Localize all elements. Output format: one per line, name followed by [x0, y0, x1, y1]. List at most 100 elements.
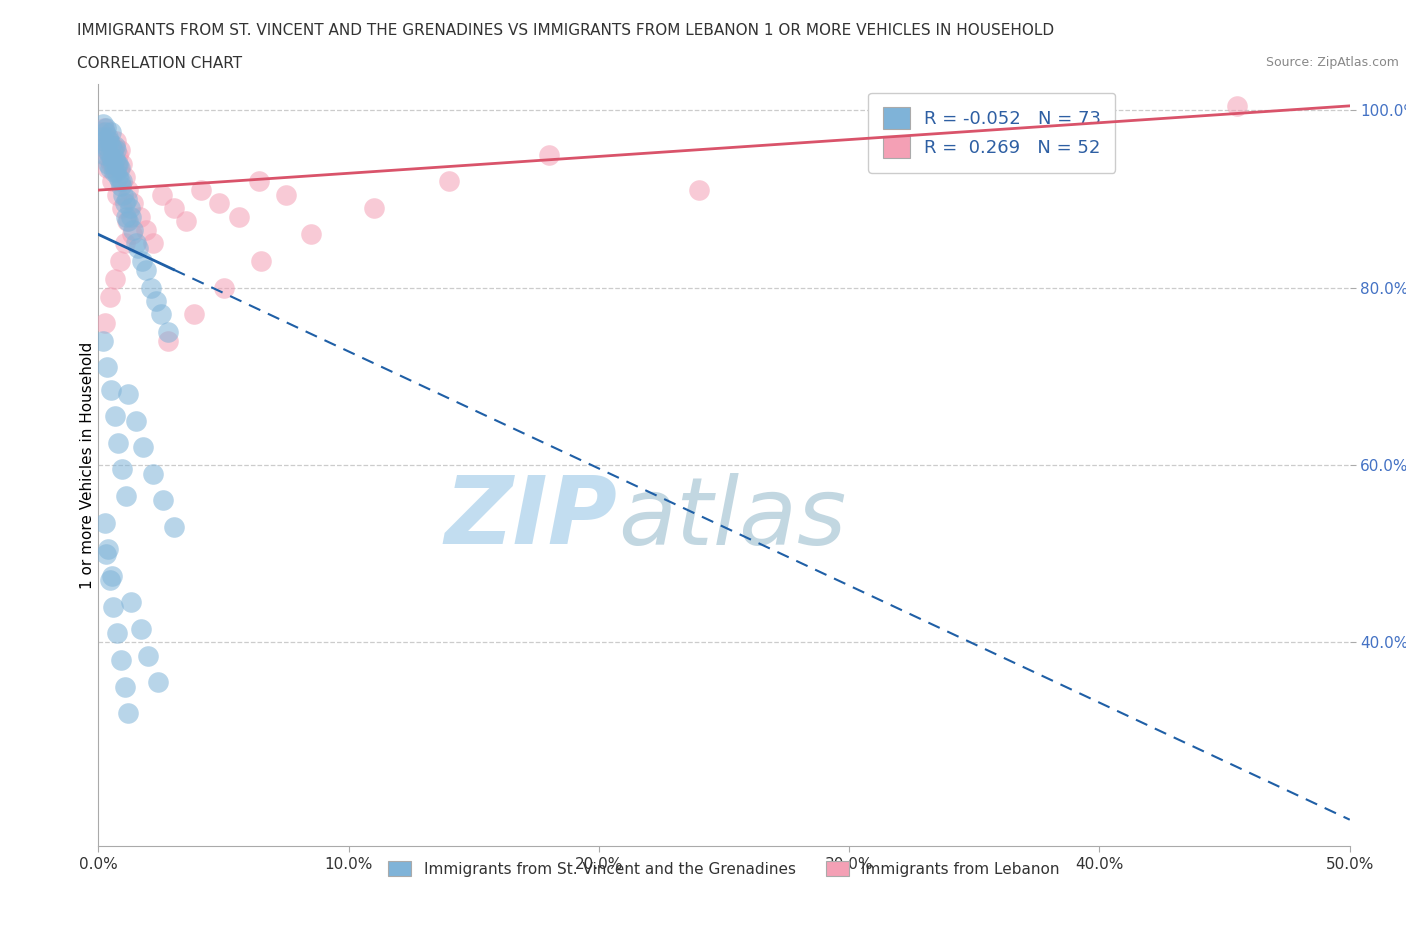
Point: [129, 621, 152, 636]
Point: [97, 134, 120, 149]
Point: [162, 520, 184, 535]
Point: [247, 174, 270, 189]
Point: [127, 240, 149, 255]
Point: [100, 161, 122, 176]
Point: [120, 595, 142, 610]
Point: [93, 121, 115, 136]
Point: [183, 307, 205, 322]
Point: [103, 143, 125, 158]
Point: [115, 214, 138, 229]
Point: [110, 653, 132, 668]
Point: [101, 143, 124, 158]
Point: [101, 174, 124, 189]
Point: [115, 488, 138, 503]
Point: [117, 706, 139, 721]
Point: [97, 542, 120, 557]
Point: [190, 182, 212, 197]
Point: [121, 227, 143, 242]
Point: [157, 334, 180, 349]
Point: [98, 289, 121, 304]
Point: [135, 262, 157, 277]
Point: [131, 254, 153, 269]
Point: [105, 143, 128, 158]
Point: [97, 134, 120, 149]
Point: [139, 280, 162, 295]
Point: [250, 254, 273, 269]
Y-axis label: 1 or more Vehicles in Household: 1 or more Vehicles in Household: [80, 341, 94, 589]
Point: [111, 200, 134, 215]
Point: [145, 294, 167, 309]
Point: [122, 196, 145, 211]
Point: [108, 254, 131, 269]
Point: [100, 125, 122, 140]
Point: [537, 147, 560, 162]
Point: [105, 134, 128, 149]
Point: [125, 413, 148, 428]
Point: [96, 139, 118, 153]
Point: [104, 272, 127, 286]
Point: [93, 315, 115, 330]
Text: atlas: atlas: [617, 472, 846, 564]
Text: CORRELATION CHART: CORRELATION CHART: [77, 56, 242, 71]
Text: IMMIGRANTS FROM ST. VINCENT AND THE GRENADINES VS IMMIGRANTS FROM LEBANON 1 OR M: IMMIGRANTS FROM ST. VINCENT AND THE GREN…: [77, 23, 1054, 38]
Point: [112, 187, 135, 202]
Point: [107, 169, 129, 184]
Point: [688, 182, 710, 197]
Point: [105, 626, 128, 641]
Point: [103, 600, 125, 615]
Point: [110, 161, 132, 176]
Point: [148, 675, 170, 690]
Point: [122, 222, 145, 237]
Point: [115, 209, 138, 224]
Point: [111, 156, 134, 171]
Point: [100, 156, 122, 171]
Point: [135, 222, 157, 237]
Point: [101, 139, 124, 153]
Point: [104, 165, 127, 179]
Point: [103, 165, 125, 179]
Point: [114, 196, 136, 211]
Point: [152, 493, 174, 508]
Point: [96, 161, 118, 176]
Point: [100, 147, 122, 162]
Text: ZIP: ZIP: [444, 472, 617, 565]
Point: [174, 214, 197, 229]
Point: [117, 387, 139, 402]
Point: [104, 139, 127, 153]
Point: [94, 121, 117, 136]
Point: [100, 382, 122, 397]
Point: [110, 143, 132, 158]
Point: [96, 143, 118, 158]
Point: [101, 568, 124, 583]
Point: [98, 147, 121, 162]
Text: Source: ZipAtlas.com: Source: ZipAtlas.com: [1265, 56, 1399, 69]
Point: [97, 152, 120, 166]
Legend: Immigrants from St. Vincent and the Grenadines, Immigrants from Lebanon: Immigrants from St. Vincent and the Gren…: [381, 853, 1067, 884]
Point: [103, 156, 125, 171]
Point: [120, 209, 142, 224]
Point: [138, 648, 160, 663]
Point: [363, 200, 385, 215]
Point: [93, 147, 115, 162]
Point: [117, 214, 139, 229]
Point: [150, 307, 173, 322]
Point: [228, 209, 250, 224]
Point: [94, 546, 117, 561]
Point: [96, 360, 118, 375]
Point: [107, 147, 129, 162]
Point: [114, 236, 136, 251]
Point: [108, 174, 131, 189]
Point: [114, 169, 136, 184]
Point: [93, 515, 115, 530]
Point: [107, 435, 129, 450]
Point: [94, 125, 117, 140]
Point: [104, 156, 127, 171]
Point: [105, 156, 128, 171]
Point: [96, 129, 118, 144]
Point: [93, 334, 115, 349]
Point: [110, 179, 132, 193]
Point: [108, 161, 131, 176]
Point: [115, 192, 138, 206]
Point: [97, 156, 120, 171]
Point: [91, 129, 114, 144]
